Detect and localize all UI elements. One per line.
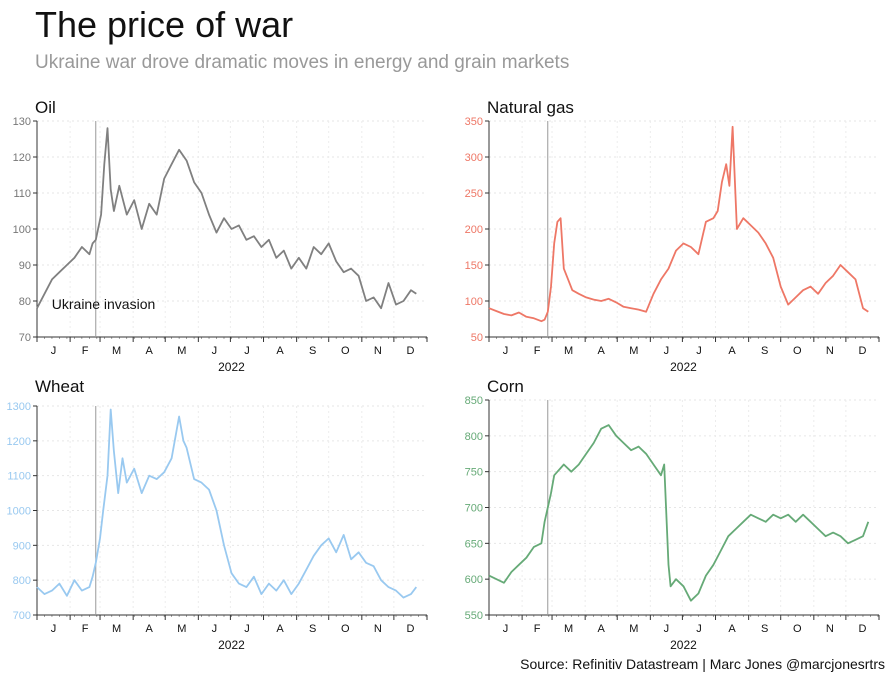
corn-month-label: D [858, 623, 866, 635]
natural-gas-panel: Natural gas 50 100 150 200 250 300 350 J F M A M J J A S… [465, 98, 880, 374]
corn-month-label: S [761, 623, 768, 635]
wheat-month-label: A [146, 623, 154, 635]
oil-panel: Oil 70 80 90 100 110 120 130 J F M A M J J A S O N D 2022 Ukr… [13, 98, 428, 374]
oil-month-label: S [309, 345, 316, 357]
wheat-month-label: O [341, 623, 350, 635]
gas-month-label: D [858, 345, 866, 357]
oil-ytick-label: 100 [13, 224, 31, 236]
gas-title: Natural gas [487, 98, 574, 117]
oil-month-label: O [341, 345, 350, 357]
oil-ytick-label: 70 [19, 332, 31, 344]
wheat-month-label: N [374, 623, 382, 635]
corn-series-line [488, 424, 870, 602]
gas-month-label: O [793, 345, 802, 357]
corn-month-label: J [696, 623, 702, 635]
wheat-panel: Wheat 700 800 900 1000 1100 1200 1300 J F M A M J J A S O… [7, 377, 428, 652]
gas-ytick-label: 200 [465, 224, 483, 236]
oil-ytick-label: 80 [19, 296, 31, 308]
gas-ytick-label: 300 [465, 152, 483, 164]
gas-month-label: M [564, 345, 573, 357]
wheat-series-line [36, 408, 418, 599]
wheat-month-label: J [51, 623, 57, 635]
corn-month-label: N [826, 623, 834, 635]
wheat-month-label: F [82, 623, 89, 635]
gas-x-axis-label: 2022 [670, 360, 697, 374]
oil-month-label: M [112, 345, 121, 357]
gas-month-label: A [728, 345, 736, 357]
wheat-ytick-label: 800 [13, 575, 31, 587]
oil-month-label: A [146, 345, 154, 357]
corn-ytick-label: 750 [465, 467, 483, 479]
corn-month-label: O [793, 623, 802, 635]
corn-month-label: A [728, 623, 736, 635]
gas-month-label: J [503, 345, 509, 357]
oil-invasion-annotation: Ukraine invasion [52, 296, 156, 312]
corn-ytick-label: 600 [465, 574, 483, 586]
wheat-month-label: J [244, 623, 250, 635]
corn-month-label: J [664, 623, 670, 635]
gas-ytick-label: 50 [471, 332, 483, 344]
corn-month-label: F [534, 623, 541, 635]
gas-ytick-label: 100 [465, 296, 483, 308]
gas-month-label: J [696, 345, 702, 357]
corn-panel: Corn 550 600 650 700 750 800 850 J F M A M J J A S O N D 202… [465, 377, 880, 652]
oil-month-label: N [374, 345, 382, 357]
gas-ytick-label: 150 [465, 260, 483, 272]
oil-month-label: J [51, 345, 57, 357]
corn-month-label: M [629, 623, 638, 635]
oil-month-label: D [406, 345, 414, 357]
wheat-ytick-label: 1000 [7, 506, 31, 518]
gas-ytick-label: 350 [465, 116, 483, 128]
wheat-ytick-label: 1200 [7, 436, 31, 448]
wheat-month-label: M [177, 623, 186, 635]
corn-ytick-label: 850 [465, 395, 483, 407]
wheat-ytick-label: 700 [13, 610, 31, 622]
gas-month-label: A [598, 345, 606, 357]
corn-ytick-label: 700 [465, 503, 483, 515]
wheat-month-label: S [309, 623, 316, 635]
wheat-ytick-label: 1100 [7, 471, 31, 483]
corn-ytick-label: 650 [465, 538, 483, 550]
gas-series-line [488, 125, 869, 323]
oil-ytick-label: 90 [19, 260, 31, 272]
wheat-month-label: A [276, 623, 284, 635]
wheat-ytick-label: 900 [13, 540, 31, 552]
corn-ytick-label: 550 [465, 610, 483, 622]
gas-ytick-label: 250 [465, 188, 483, 200]
gas-month-label: M [629, 345, 638, 357]
chart-title: The price of war [35, 4, 294, 45]
corn-month-label: M [564, 623, 573, 635]
oil-series-line [36, 127, 417, 310]
oil-month-label: J [244, 345, 250, 357]
corn-x-axis-label: 2022 [670, 638, 697, 652]
wheat-title: Wheat [35, 377, 84, 396]
gas-month-label: S [761, 345, 768, 357]
corn-ytick-label: 800 [465, 431, 483, 443]
wheat-month-label: M [112, 623, 121, 635]
corn-title: Corn [487, 377, 524, 396]
oil-month-label: A [276, 345, 284, 357]
oil-month-label: M [177, 345, 186, 357]
oil-ytick-label: 110 [13, 188, 31, 200]
oil-x-axis-label: 2022 [218, 360, 245, 374]
corn-month-label: J [503, 623, 509, 635]
oil-ytick-label: 120 [13, 152, 31, 164]
wheat-month-label: J [212, 623, 218, 635]
oil-ytick-label: 130 [13, 116, 31, 128]
gas-month-label: N [826, 345, 834, 357]
source-note: Source: Refinitiv Datastream | Marc Jone… [520, 656, 885, 672]
gas-month-label: J [664, 345, 670, 357]
wheat-x-axis-label: 2022 [218, 638, 245, 652]
chart-subtitle: Ukraine war drove dramatic moves in ener… [35, 52, 570, 73]
oil-title: Oil [35, 98, 56, 117]
corn-month-label: A [598, 623, 606, 635]
wheat-month-label: D [406, 623, 414, 635]
gas-month-label: F [534, 345, 541, 357]
oil-month-label: F [82, 345, 89, 357]
oil-month-label: J [212, 345, 218, 357]
wheat-ytick-label: 1300 [7, 401, 31, 413]
